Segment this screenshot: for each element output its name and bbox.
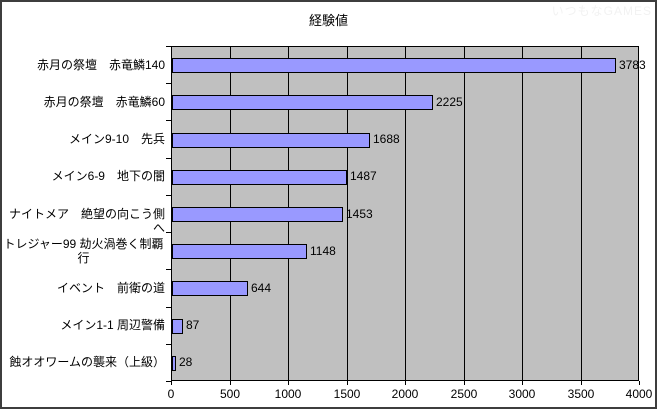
bar-value-label: 1453 xyxy=(346,207,373,221)
bar xyxy=(172,244,307,259)
y-axis-tick xyxy=(166,195,171,196)
bar-value-label: 28 xyxy=(179,355,193,369)
bar xyxy=(172,58,616,73)
x-axis-tick xyxy=(639,381,640,385)
x-axis-tick-label: 2000 xyxy=(391,387,419,401)
x-axis-tick xyxy=(405,381,406,385)
bar-value-label: 1688 xyxy=(373,132,400,146)
category-label: メイン9-10 先兵 xyxy=(68,132,165,146)
x-axis-tick-label: 1000 xyxy=(274,387,302,401)
bar xyxy=(172,281,248,296)
plot-area xyxy=(171,46,639,381)
x-axis-tick xyxy=(288,381,289,385)
x-axis-tick-label: 2500 xyxy=(450,387,478,401)
category-label: ナイトメア 絶望の向こう側へ xyxy=(8,207,165,235)
y-axis-tick xyxy=(166,158,171,159)
y-axis-tick xyxy=(166,120,171,121)
bar-value-label: 87 xyxy=(186,318,200,332)
gridline xyxy=(522,47,523,380)
y-axis-tick xyxy=(166,269,171,270)
bar xyxy=(172,95,433,110)
y-axis-tick xyxy=(166,344,171,345)
x-axis-tick-label: 1500 xyxy=(333,387,361,401)
category-label: メイン1-1 周辺警備 xyxy=(60,318,165,332)
gridline xyxy=(463,47,465,380)
bar-value-label: 644 xyxy=(251,281,272,295)
category-label: トレジャー99 劫火渦巻く制覇 行 xyxy=(3,237,164,265)
x-axis-tick-label: 3500 xyxy=(567,387,595,401)
bar xyxy=(172,133,370,148)
bar-value-label: 1487 xyxy=(350,169,377,183)
category-label: メイン6-9 地下の闇 xyxy=(51,169,165,183)
bar xyxy=(172,207,343,222)
category-label: 蝕オオワームの襲来（上級） xyxy=(9,355,165,369)
x-axis-tick-label: 500 xyxy=(219,387,241,401)
y-axis-tick xyxy=(166,232,171,233)
bar xyxy=(172,319,183,334)
watermark: いつもなGAMES xyxy=(551,4,652,18)
x-axis-tick xyxy=(347,381,348,385)
bar-value-label: 2225 xyxy=(436,95,463,109)
x-axis-tick xyxy=(230,381,231,385)
x-axis-tick xyxy=(581,381,582,385)
y-axis-tick xyxy=(166,307,171,308)
gridline xyxy=(580,47,582,380)
bar xyxy=(172,170,347,185)
x-axis-tick xyxy=(522,381,523,385)
x-axis-tick xyxy=(464,381,465,385)
gridline xyxy=(405,47,406,380)
y-axis-tick xyxy=(166,46,171,47)
x-axis-tick xyxy=(171,381,172,385)
gridline xyxy=(346,47,348,380)
category-label: イベント 前衛の道 xyxy=(56,281,165,295)
bar-value-label: 1148 xyxy=(310,244,336,258)
y-axis-tick xyxy=(166,381,171,382)
x-axis-tick-label: 3000 xyxy=(508,387,536,401)
category-label: 赤月の祭壇 赤竜鱗140 xyxy=(36,58,165,72)
category-label: 赤月の祭壇 赤竜鱗60 xyxy=(43,95,165,109)
x-axis-tick-label: 0 xyxy=(167,387,175,401)
x-axis-tick-label: 4000 xyxy=(625,387,653,401)
chart-title: 経験値 xyxy=(308,13,348,28)
bar-value-label: 3783 xyxy=(619,58,646,72)
y-axis-tick xyxy=(166,83,171,84)
bar xyxy=(172,356,176,371)
